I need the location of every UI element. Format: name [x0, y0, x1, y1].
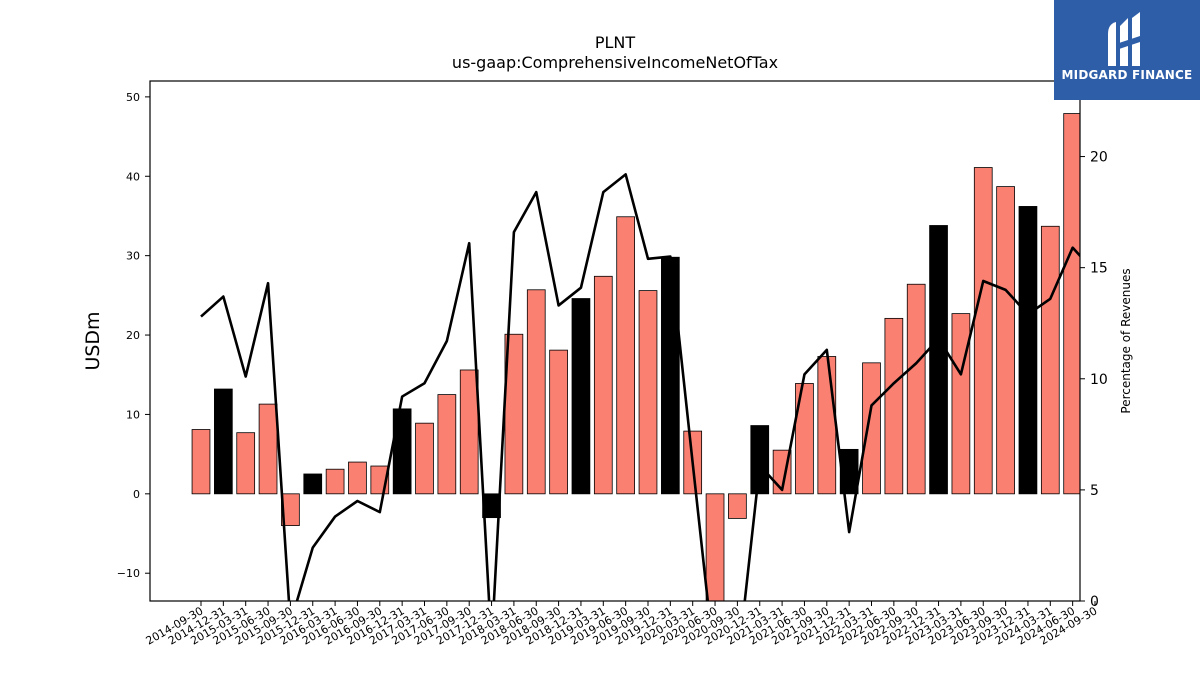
y-tick-label: 30 [126, 250, 140, 263]
bars-layer [191, 113, 1104, 601]
bar-2023-12-31 [1018, 206, 1038, 495]
y2-axis-label: Percentage of Revenues [1119, 268, 1133, 413]
bar-2021-06-30 [795, 383, 814, 495]
bar-2020-06-30 [705, 493, 725, 601]
bar-2018-09-30 [549, 349, 568, 495]
bar-2015-12-31 [303, 473, 323, 495]
bar-2019-12-31 [661, 256, 680, 495]
logo-text: MIDGARD FINANCE [1061, 68, 1193, 82]
bar-2014-09-30 [191, 429, 211, 495]
bar-2019-06-30 [616, 216, 635, 495]
y2-tick-label: 15 [1090, 261, 1108, 277]
bar-2016-12-31 [392, 408, 412, 495]
bar-2019-03-31 [593, 275, 613, 495]
bar-2023-06-30 [973, 167, 993, 495]
bar-2024-09-30 [1086, 150, 1104, 494]
line-layer [200, 173, 1080, 601]
bar-2023-03-31 [951, 313, 971, 495]
logo-mark-icon [1108, 12, 1140, 66]
bar-2017-06-30 [437, 394, 457, 495]
bar-2018-06-30 [526, 289, 546, 495]
bar-2016-06-30 [348, 461, 367, 495]
y-tick-label: 50 [126, 91, 140, 104]
chart-subtitle: us-gaap:ComprehensiveIncomeNetOfTax [452, 53, 778, 72]
y2-tick-label: 20 [1090, 150, 1108, 166]
y2-tick-label: 0 [1090, 594, 1099, 610]
y-tick-label: 10 [126, 408, 140, 421]
y-tick-label: 20 [126, 329, 140, 342]
bar-2015-03-31 [236, 432, 256, 495]
bar-2020-09-30 [728, 493, 747, 519]
bar-2022-06-30 [884, 317, 904, 495]
y-tick-label: −10 [117, 567, 140, 580]
bar-2021-09-30 [817, 356, 837, 495]
plot-frame [149, 80, 1081, 602]
y-tick-label: 0 [133, 488, 140, 501]
brand-logo: MIDGARD FINANCE [1054, 0, 1200, 100]
bar-2020-12-31 [750, 425, 770, 495]
percentage-line [200, 173, 1080, 601]
bar-2022-12-31 [929, 225, 948, 495]
bar-2022-09-30 [906, 283, 926, 495]
bar-2017-03-31 [415, 422, 434, 495]
axes-layer: −1001020304050051015202014-09-302014-12-… [117, 80, 1108, 648]
bar-2021-12-31 [839, 448, 859, 495]
bar-2019-09-30 [638, 290, 658, 495]
y-tick-label: 40 [126, 170, 140, 183]
bar-2024-03-31 [1040, 225, 1060, 495]
bar-2015-09-30 [281, 493, 300, 526]
bar-2015-06-30 [258, 403, 278, 495]
bar-2024-06-30 [1063, 113, 1080, 495]
bar-2017-09-30 [459, 369, 479, 495]
bar-2016-03-31 [325, 468, 345, 495]
y2-tick-label: 5 [1090, 483, 1099, 499]
bar-2023-09-30 [996, 186, 1015, 495]
y-axis-label: USDm [82, 311, 104, 370]
bar-2018-12-31 [571, 298, 591, 495]
bar-2022-03-31 [862, 362, 881, 495]
y2-tick-label: 10 [1090, 372, 1108, 388]
chart-title: PLNT [595, 33, 636, 52]
bar-2014-12-31 [214, 388, 233, 495]
